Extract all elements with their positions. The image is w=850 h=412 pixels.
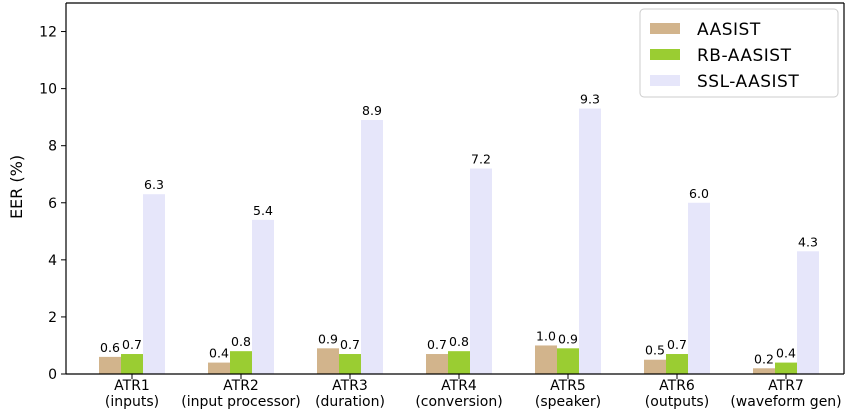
bar-rb-aasist-7 bbox=[775, 362, 797, 374]
bar-aasist-1 bbox=[99, 356, 121, 374]
bar-ssl-aasist-2 bbox=[252, 219, 274, 374]
x-tick-label-2: ATR2 bbox=[223, 378, 259, 394]
data-label-aasist-4: 0.7 bbox=[427, 337, 447, 352]
legend: AASIST RB-AASIST SSL-AASIST bbox=[639, 8, 839, 98]
x-tick-label-3: ATR3 bbox=[332, 378, 368, 394]
bar-aasist-7 bbox=[753, 368, 775, 374]
legend-label-rb-aasist: RB-AASIST bbox=[697, 46, 792, 66]
data-label-aasist-3: 0.9 bbox=[318, 331, 338, 346]
bar-ssl-aasist-7 bbox=[797, 251, 819, 374]
legend-label-aasist: AASIST bbox=[697, 20, 761, 40]
x-tick-sublabel-3: (duration) bbox=[315, 394, 385, 410]
data-label-rb-aasist-1: 0.7 bbox=[122, 337, 142, 352]
data-label-rb-aasist-7: 0.4 bbox=[776, 346, 796, 361]
x-tick-label-7: ATR7 bbox=[768, 378, 804, 394]
x-tick-sublabel-6: (outputs) bbox=[645, 394, 709, 410]
bar-rb-aasist-4 bbox=[448, 351, 470, 374]
bar-rb-aasist-5 bbox=[557, 348, 579, 374]
bar-aasist-3 bbox=[317, 348, 339, 374]
x-tick-label-1: ATR1 bbox=[114, 378, 150, 394]
x-tick-sublabel-4: (conversion) bbox=[415, 394, 502, 410]
data-label-ssl-aasist-4: 7.2 bbox=[471, 152, 491, 167]
x-tick-sublabel-2: (input processor) bbox=[181, 394, 301, 410]
x-tick-label-4: ATR4 bbox=[441, 378, 477, 394]
bar-ssl-aasist-5 bbox=[579, 108, 601, 374]
legend-swatch-rb-aasist bbox=[650, 49, 680, 60]
y-axis-label: EER (%) bbox=[7, 155, 26, 219]
data-label-rb-aasist-4: 0.8 bbox=[449, 334, 469, 349]
y-tick-label-0: 0 bbox=[48, 367, 57, 383]
bar-aasist-2 bbox=[208, 362, 230, 374]
data-labels-layer: 0.6 0.40.9 0.71.00.50.20.7 0.8 0.7 0.8 0.9 0.70… bbox=[100, 92, 818, 367]
legend-swatch-ssl-aasist bbox=[650, 75, 680, 86]
data-label-aasist-5: 1.0 bbox=[536, 328, 556, 343]
data-label-aasist-2: 0.4 bbox=[209, 346, 229, 361]
data-label-aasist-6: 0.5 bbox=[645, 343, 665, 358]
bar-rb-aasist-3 bbox=[339, 354, 361, 374]
data-label-rb-aasist-3: 0.7 bbox=[340, 337, 360, 352]
bars-layer bbox=[99, 108, 819, 374]
x-tick-sublabel-5: (speaker) bbox=[535, 394, 601, 410]
bar-aasist-6 bbox=[644, 359, 666, 374]
y-tick-label-2: 2 bbox=[48, 310, 57, 326]
bar-rb-aasist-1 bbox=[121, 354, 143, 374]
data-label-aasist-1: 0.6 bbox=[100, 340, 120, 355]
bar-aasist-5 bbox=[535, 345, 557, 374]
bar-ssl-aasist-3 bbox=[361, 120, 383, 374]
data-label-ssl-aasist-2: 5.4 bbox=[253, 203, 273, 218]
data-label-ssl-aasist-5: 9.3 bbox=[580, 92, 600, 107]
bar-rb-aasist-2 bbox=[230, 351, 252, 374]
x-tick-sublabel-1: (inputs) bbox=[105, 394, 159, 410]
y-tick-label-10: 10 bbox=[39, 82, 57, 98]
y-tick-label-8: 8 bbox=[48, 139, 57, 155]
axes-layer: 0 2 4 6 8 10 12 ATR1(inputs) ATR2(input processo… bbox=[39, 2, 845, 410]
data-label-ssl-aasist-1: 6.3 bbox=[144, 177, 164, 192]
y-tick-label-6: 6 bbox=[48, 196, 57, 212]
bar-ssl-aasist-6 bbox=[688, 202, 710, 374]
bar-ssl-aasist-4 bbox=[470, 168, 492, 374]
legend-swatch-aasist bbox=[650, 23, 680, 34]
x-tick-label-6: ATR6 bbox=[659, 378, 695, 394]
data-label-aasist-7: 0.2 bbox=[754, 351, 774, 366]
data-label-ssl-aasist-3: 8.9 bbox=[362, 103, 382, 118]
legend-frame bbox=[639, 8, 839, 98]
bar-ssl-aasist-1 bbox=[143, 194, 165, 374]
legend-label-ssl-aasist: SSL-AASIST bbox=[697, 72, 799, 92]
y-tick-label-4: 4 bbox=[48, 253, 57, 269]
y-tick-label-12: 12 bbox=[39, 25, 57, 41]
data-label-rb-aasist-5: 0.9 bbox=[558, 331, 578, 346]
data-label-ssl-aasist-7: 4.3 bbox=[798, 234, 818, 249]
bar-rb-aasist-6 bbox=[666, 354, 688, 374]
data-label-ssl-aasist-6: 6.0 bbox=[689, 186, 709, 201]
data-label-rb-aasist-6: 0.7 bbox=[667, 337, 687, 352]
x-tick-sublabel-7: (waveform gen) bbox=[730, 394, 841, 410]
data-label-rb-aasist-2: 0.8 bbox=[231, 334, 251, 349]
bar-aasist-4 bbox=[426, 354, 448, 374]
x-tick-label-5: ATR5 bbox=[550, 378, 586, 394]
